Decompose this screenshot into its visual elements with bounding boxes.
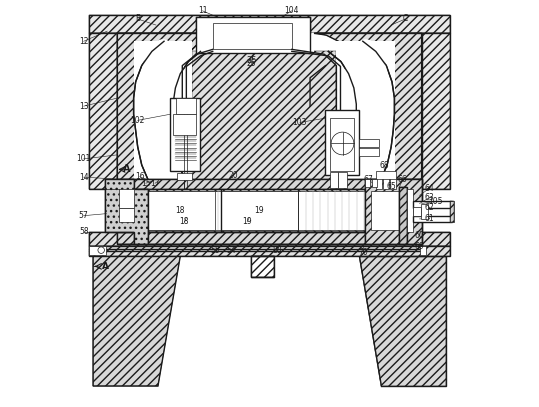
Polygon shape bbox=[192, 51, 336, 189]
Text: 20: 20 bbox=[228, 171, 238, 179]
Text: 11: 11 bbox=[198, 7, 208, 15]
Text: 17: 17 bbox=[150, 179, 160, 188]
Bar bbox=[213, 23, 292, 49]
Bar bbox=[338, 172, 347, 188]
Circle shape bbox=[98, 247, 105, 254]
Bar bbox=[221, 191, 298, 230]
Text: 63: 63 bbox=[425, 193, 434, 202]
Text: A: A bbox=[102, 262, 109, 271]
Polygon shape bbox=[118, 189, 421, 232]
Text: A: A bbox=[123, 164, 130, 175]
Ellipse shape bbox=[340, 39, 392, 189]
Text: 69: 69 bbox=[414, 242, 424, 251]
Bar bbox=[89, 246, 106, 255]
Text: 60: 60 bbox=[414, 232, 424, 241]
Bar bbox=[376, 178, 382, 189]
Bar bbox=[359, 139, 379, 147]
Text: 15: 15 bbox=[141, 179, 150, 188]
Polygon shape bbox=[89, 33, 118, 189]
Bar bbox=[371, 191, 399, 230]
Polygon shape bbox=[105, 179, 148, 244]
Bar bbox=[148, 191, 215, 230]
Text: B: B bbox=[135, 14, 140, 24]
Bar bbox=[225, 33, 314, 53]
Text: 65: 65 bbox=[386, 182, 396, 190]
Bar bbox=[450, 201, 454, 222]
Bar bbox=[421, 204, 428, 219]
Text: 54: 54 bbox=[226, 246, 236, 255]
Text: 105: 105 bbox=[429, 197, 443, 206]
Text: C: C bbox=[403, 14, 408, 24]
Bar bbox=[120, 189, 134, 208]
Bar bbox=[383, 178, 389, 189]
Text: 25: 25 bbox=[246, 56, 257, 65]
Polygon shape bbox=[118, 232, 421, 244]
Bar bbox=[170, 98, 200, 171]
Polygon shape bbox=[399, 187, 407, 244]
Text: 103: 103 bbox=[293, 118, 307, 127]
Bar bbox=[329, 118, 354, 171]
Bar bbox=[390, 178, 397, 189]
Text: 70: 70 bbox=[358, 248, 368, 257]
Polygon shape bbox=[89, 232, 450, 246]
Text: 18: 18 bbox=[179, 217, 189, 226]
Bar bbox=[420, 246, 426, 255]
Polygon shape bbox=[314, 33, 421, 189]
Bar bbox=[413, 216, 452, 222]
Text: 58: 58 bbox=[79, 228, 88, 236]
Bar bbox=[413, 201, 452, 208]
Text: 25: 25 bbox=[246, 59, 256, 68]
Bar bbox=[173, 114, 197, 135]
Text: 57: 57 bbox=[79, 211, 88, 220]
Text: 19: 19 bbox=[254, 206, 264, 215]
Text: 16: 16 bbox=[135, 172, 144, 181]
Bar bbox=[134, 191, 365, 230]
Bar bbox=[365, 179, 370, 187]
Text: 64: 64 bbox=[425, 184, 434, 193]
Bar bbox=[177, 173, 192, 180]
Text: 12: 12 bbox=[79, 37, 88, 46]
Bar bbox=[120, 208, 134, 222]
Bar bbox=[197, 17, 310, 53]
Polygon shape bbox=[421, 33, 450, 189]
Polygon shape bbox=[93, 256, 180, 386]
Bar bbox=[413, 207, 421, 216]
Bar bbox=[118, 189, 421, 232]
Polygon shape bbox=[359, 256, 446, 386]
Text: 68: 68 bbox=[379, 161, 389, 170]
Text: 67: 67 bbox=[364, 175, 374, 184]
Bar bbox=[118, 33, 421, 189]
Polygon shape bbox=[89, 15, 450, 33]
Bar bbox=[450, 201, 454, 222]
Bar bbox=[251, 256, 274, 276]
Polygon shape bbox=[336, 41, 395, 189]
Circle shape bbox=[331, 132, 354, 155]
Text: 66: 66 bbox=[398, 175, 407, 184]
Bar bbox=[407, 189, 413, 232]
Bar bbox=[372, 179, 377, 187]
Text: 101: 101 bbox=[77, 154, 91, 163]
Bar bbox=[176, 98, 197, 114]
Bar bbox=[376, 171, 396, 179]
Polygon shape bbox=[365, 179, 421, 244]
Text: 62: 62 bbox=[425, 203, 434, 212]
Bar bbox=[251, 256, 274, 276]
Text: 14: 14 bbox=[79, 173, 88, 182]
Polygon shape bbox=[118, 179, 421, 189]
Text: 18: 18 bbox=[176, 206, 185, 215]
Text: 102: 102 bbox=[130, 116, 145, 125]
Polygon shape bbox=[118, 33, 225, 189]
Bar bbox=[324, 110, 359, 175]
Polygon shape bbox=[89, 246, 450, 256]
Bar bbox=[359, 147, 379, 155]
Ellipse shape bbox=[136, 39, 189, 189]
Text: 13: 13 bbox=[79, 102, 88, 111]
Text: 61: 61 bbox=[425, 214, 434, 223]
Text: 19: 19 bbox=[243, 217, 252, 226]
Text: 55: 55 bbox=[210, 246, 219, 255]
Text: 104: 104 bbox=[285, 7, 299, 15]
Text: 88: 88 bbox=[273, 246, 282, 255]
Bar bbox=[329, 172, 337, 188]
Polygon shape bbox=[134, 41, 192, 189]
